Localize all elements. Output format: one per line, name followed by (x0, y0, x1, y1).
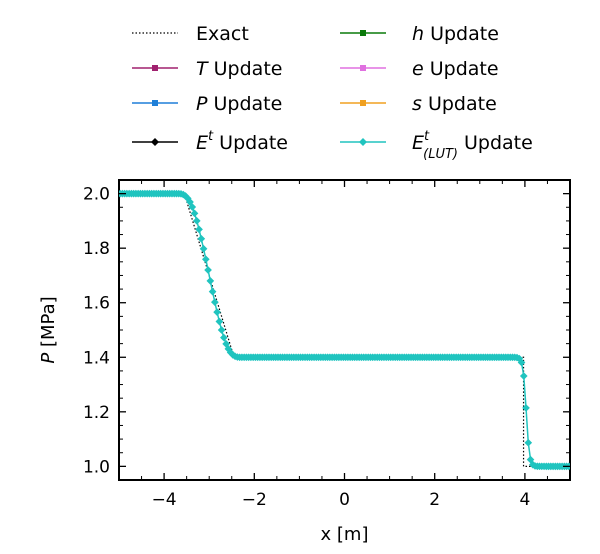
y-tick-label: 1.6 (83, 294, 110, 314)
data-point (217, 326, 226, 334)
plot-frame (118, 179, 571, 481)
legend-label: P Update (196, 93, 282, 115)
legend-label: s Update (412, 93, 497, 115)
data-point (522, 404, 530, 412)
x-tick-label: −4 (152, 490, 177, 510)
legend-label: Et (LUT) Update (412, 129, 533, 162)
legend-marker-diamond (151, 138, 159, 146)
legend-label: e Update (412, 58, 499, 80)
data-point (517, 358, 526, 367)
exact-solution-line (119, 193, 570, 467)
data-point (524, 438, 533, 447)
legend-label-rest: Update (422, 93, 497, 115)
legend-label-rest: Update (458, 132, 533, 154)
series-line-lut (120, 192, 569, 468)
legend-label-sup: t (208, 129, 214, 144)
y-tick-label: 1.0 (83, 457, 110, 477)
legend-label-symbol: P (196, 93, 208, 115)
legend-item-Et: Et Update (132, 129, 288, 154)
legend-label-symbol: h (412, 23, 424, 45)
exact-solution-layer (119, 193, 570, 467)
legend-label-symbol: e (412, 58, 424, 80)
legend-label-sup: t (424, 129, 430, 144)
legend-label-symbol: E (196, 132, 208, 154)
data-point (192, 217, 201, 225)
y-tick-label: 2.0 (83, 185, 110, 205)
y-tick-label: 1.4 (83, 348, 110, 368)
legend-label-symbol: s (412, 93, 422, 115)
data-point (215, 317, 224, 326)
y-tick-label: 1.2 (83, 403, 110, 423)
data-point (526, 455, 535, 464)
y-tick-label: 1.8 (83, 239, 110, 259)
data-point (213, 308, 221, 316)
legend-marker-square (360, 30, 366, 36)
legend-label-symbol: T (196, 58, 209, 80)
legend-label-rest: Update (213, 132, 288, 154)
data-point (201, 255, 210, 264)
series-layer (119, 189, 570, 471)
legend-label-sub: (LUT) (423, 147, 458, 162)
legend-label-rest: Update (208, 58, 283, 80)
legend-label-rest: Exact (196, 23, 249, 45)
x-tick-label: −2 (242, 490, 267, 510)
legend-label: T Update (196, 58, 282, 80)
x-tick-label: 4 (519, 490, 530, 510)
x-tick-label: 0 (339, 490, 350, 510)
legend-item-e: e Update (340, 58, 499, 80)
data-point (188, 203, 197, 211)
data-point (195, 225, 203, 234)
data-point (220, 333, 228, 342)
legend-item-exact: Exact (132, 23, 249, 45)
legend-marker-square (360, 100, 366, 106)
legend-label-rest: Update (207, 93, 282, 115)
y-axis-label-unit: [MPa] (38, 296, 59, 352)
data-point (204, 266, 212, 274)
data-point (211, 298, 219, 306)
ticks: −4 −2 0 2 4 1.0 1.2 1.4 1.6 1.8 2.0 (83, 179, 571, 510)
y-axis-label-symbol: P (38, 353, 59, 364)
legend-label: Exact (196, 23, 249, 45)
data-point (519, 372, 528, 380)
legend-item-P: P Update (132, 93, 282, 115)
x-tick-label: 2 (429, 490, 440, 510)
legend-item-s: s Update (340, 93, 497, 115)
data-point (208, 287, 217, 296)
data-point (197, 234, 206, 243)
legend-label-rest: Update (424, 58, 499, 80)
y-axis-label: P [MPa] (38, 296, 59, 363)
legend-item-T: T Update (132, 58, 282, 80)
legend-label: Et Update (196, 129, 288, 154)
legend-label-rest: Update (424, 23, 499, 45)
legend-label: h Update (412, 23, 499, 45)
legend-marker-diamond (359, 138, 367, 146)
data-point (206, 277, 215, 285)
legend-marker-square (360, 65, 366, 71)
data-point (199, 244, 208, 253)
legend-label-symbol: E (412, 132, 424, 154)
legend-marker-square (152, 100, 158, 106)
legend-item-h: h Update (340, 23, 499, 45)
legend-item-Elut: Et (LUT) Update (340, 129, 533, 162)
legend-marker-square (152, 65, 158, 71)
x-axis-label: x [m] (321, 524, 369, 545)
data-point (190, 209, 199, 218)
